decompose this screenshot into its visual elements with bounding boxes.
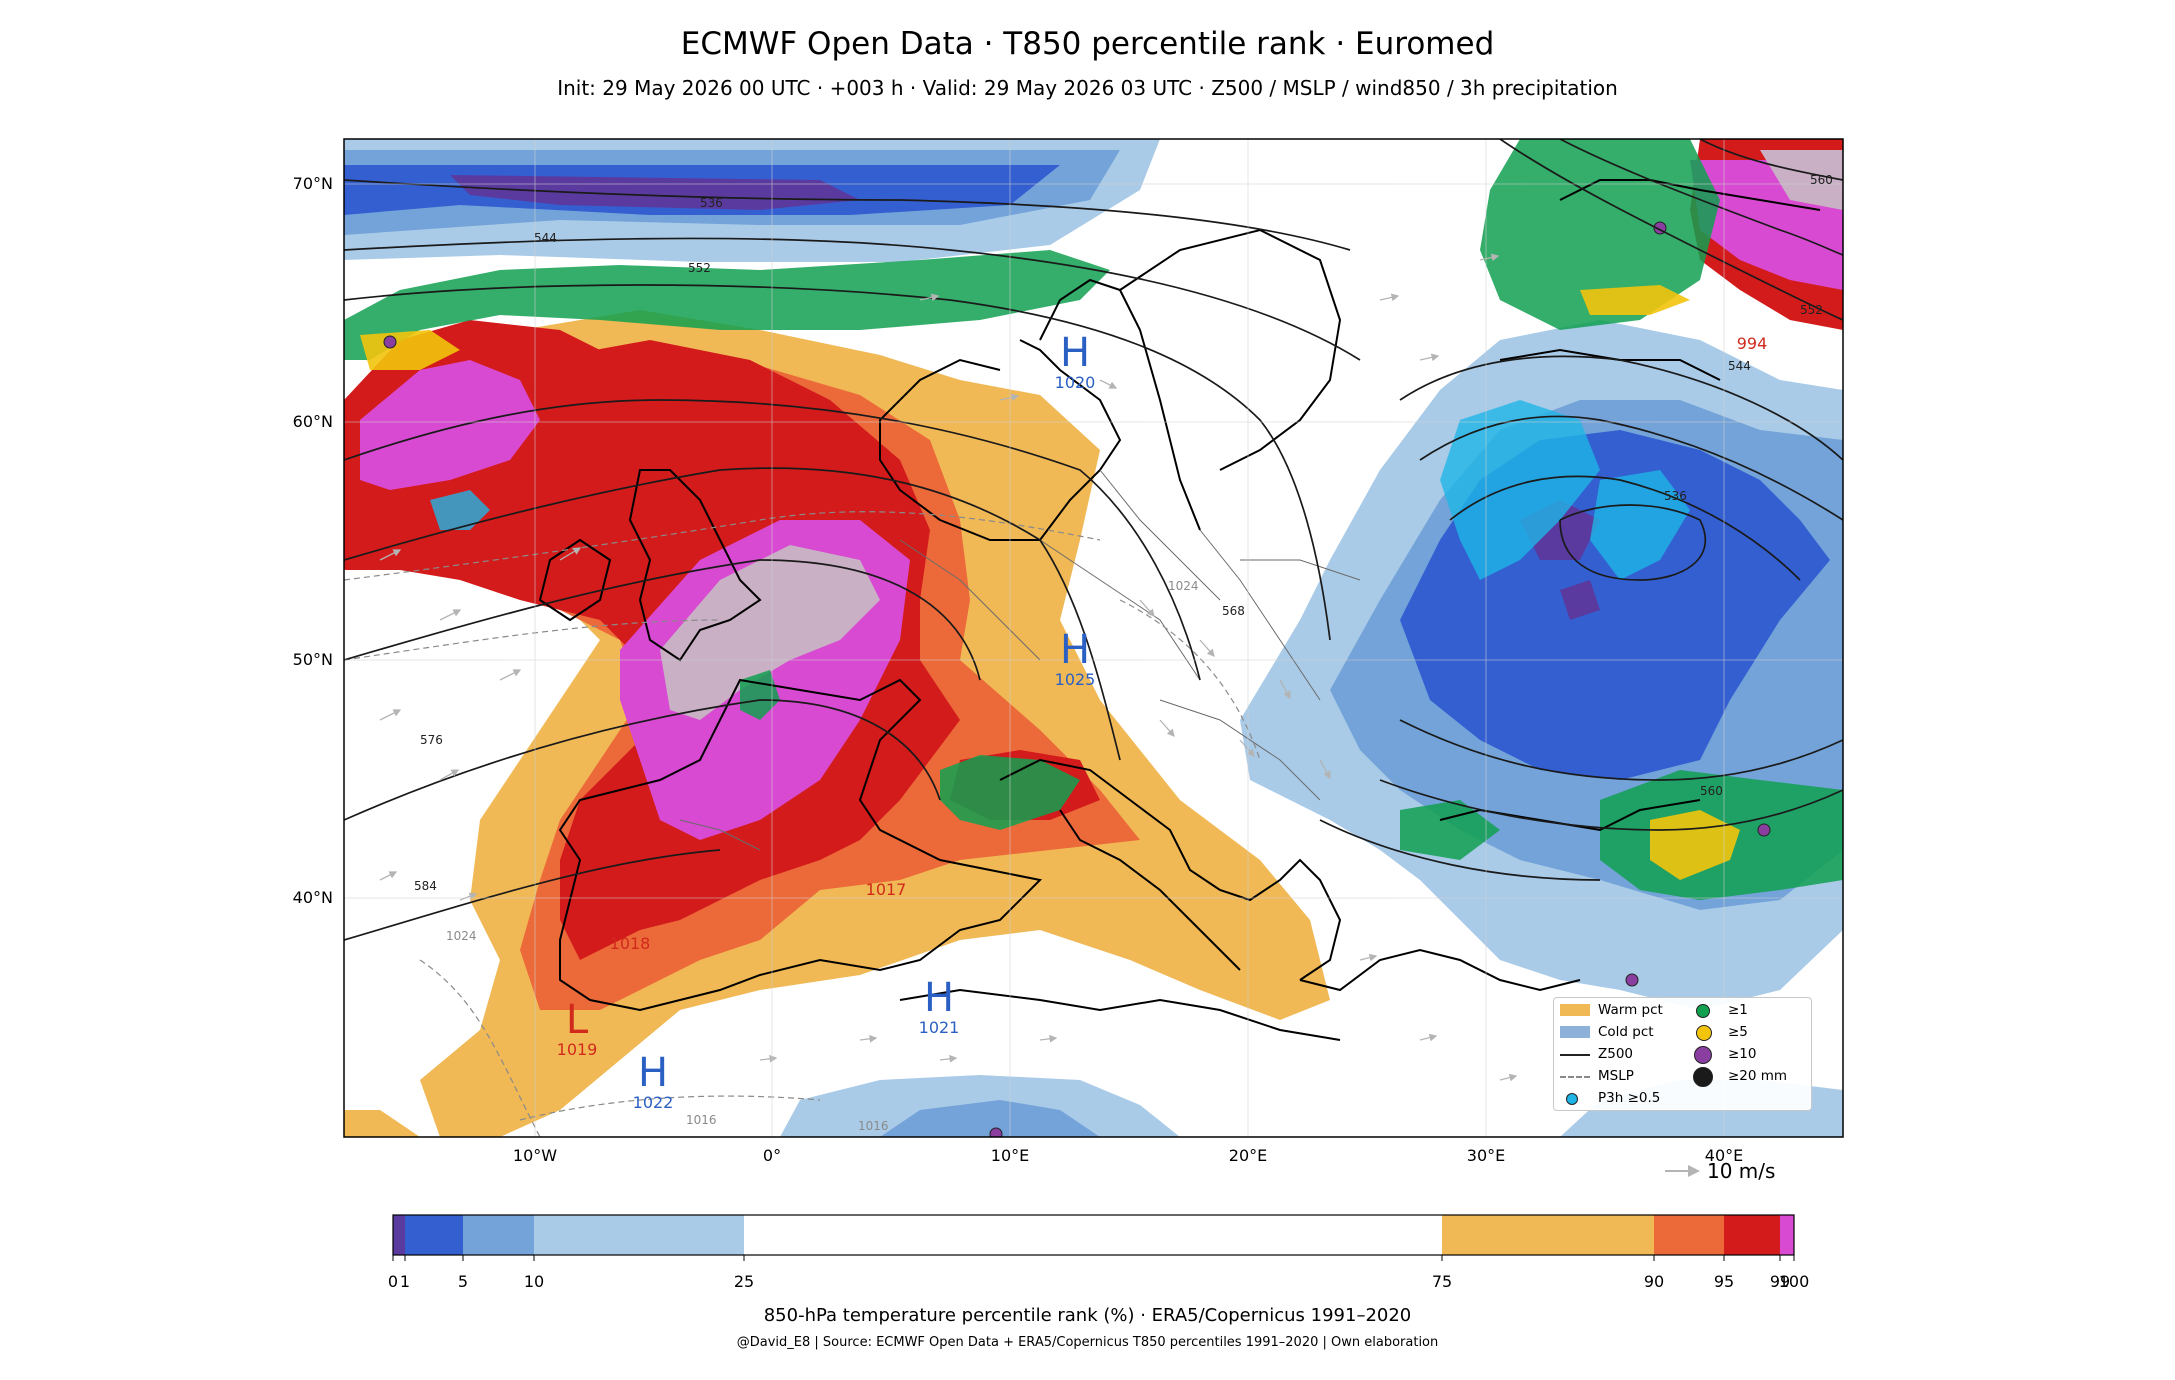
legend-line bbox=[1560, 1054, 1590, 1056]
colorbar-bin bbox=[393, 1215, 405, 1255]
z500-label: 568 bbox=[1222, 604, 1245, 618]
colorbar-tick-label: 99 bbox=[1769, 1272, 1791, 1291]
cold-anomaly-north-atlantic bbox=[344, 139, 1160, 262]
credit-line: @David_E8 | Source: ECMWF Open Data + ER… bbox=[736, 1335, 1439, 1350]
legend-dot bbox=[1696, 1025, 1712, 1041]
pressure-system: H 1022 bbox=[632, 1050, 674, 1112]
colorbar-bin bbox=[744, 1215, 1442, 1255]
lat-tick: 40°N bbox=[292, 888, 333, 907]
colorbar-bin bbox=[463, 1215, 534, 1255]
colorbar-bin bbox=[1654, 1215, 1724, 1255]
coastlines bbox=[538, 179, 1821, 1041]
colorbar-tick-label: 100 bbox=[1778, 1272, 1810, 1291]
chart-subtitle: Init: 29 May 2026 00 UTC · +003 h · Vali… bbox=[557, 76, 1618, 100]
mslp-label: 1024 bbox=[1168, 579, 1199, 593]
pressure-system: 994 bbox=[1736, 334, 1768, 353]
map-area: 536 544 552 560 568 576 584 536 544 552 … bbox=[344, 139, 1843, 1137]
z500-label: 552 bbox=[688, 261, 711, 275]
legend-swatch bbox=[1560, 1026, 1590, 1038]
graticule bbox=[344, 139, 1843, 1137]
colorbar-label: 850-hPa temperature percentile rank (%) … bbox=[763, 1305, 1412, 1326]
colorbar-frame bbox=[392, 1214, 1795, 1256]
z500-label: 536 bbox=[700, 196, 723, 210]
colorbar-tick-label: 95 bbox=[1713, 1272, 1735, 1291]
z500-label: 544 bbox=[1728, 359, 1751, 373]
colorbar-bin bbox=[534, 1215, 744, 1255]
colorbar-tick-label: 5 bbox=[457, 1272, 469, 1291]
z500-contours bbox=[344, 139, 1843, 941]
mslp-contour-labels: 1024 1016 1016 1024 bbox=[446, 579, 1199, 1133]
lat-tick: 70°N bbox=[292, 174, 333, 193]
colorbar-tick-label: 25 bbox=[733, 1272, 755, 1291]
colorbar-tick-label: 1 bbox=[399, 1272, 411, 1291]
legend-dot bbox=[1693, 1067, 1713, 1087]
pressure-system: 1017 bbox=[865, 880, 907, 899]
precipitation-dots bbox=[344, 139, 1843, 1137]
country-borders bbox=[679, 469, 1361, 851]
map-legend: Warm pct Cold pct Z500 MSLP P3h ≥0.5 ≥1 … bbox=[1553, 997, 1812, 1111]
lon-tick: 10°E bbox=[990, 1146, 1030, 1165]
pressure-system: 1018 bbox=[609, 934, 651, 953]
lon-tick: 40°E bbox=[1704, 1146, 1744, 1165]
colorbar-bin bbox=[1724, 1215, 1780, 1255]
mslp-label: 1016 bbox=[858, 1119, 889, 1133]
legend-dot bbox=[1566, 1093, 1578, 1105]
z500-label: 584 bbox=[414, 879, 437, 893]
colorbar-bin bbox=[1780, 1215, 1794, 1255]
legend-swatch bbox=[1560, 1004, 1590, 1016]
chart-title: ECMWF Open Data · T850 percentile rank ·… bbox=[680, 26, 1495, 62]
legend-dot bbox=[1694, 1046, 1712, 1064]
lat-tick: 50°N bbox=[292, 650, 333, 669]
wind-reference-label: 10 m/s bbox=[1707, 1159, 1776, 1183]
z500-contour-labels: 536 544 552 560 568 576 584 536 544 552 … bbox=[414, 173, 1833, 893]
lon-tick: 30°E bbox=[1466, 1146, 1506, 1165]
legend-dot bbox=[1696, 1004, 1710, 1018]
colorbar-tick-label: 0 bbox=[387, 1272, 399, 1291]
wind-vectors bbox=[379, 253, 1518, 1082]
lon-tick: 0° bbox=[762, 1146, 782, 1165]
colorbar-tick-label: 90 bbox=[1643, 1272, 1665, 1291]
z500-label: 560 bbox=[1810, 173, 1833, 187]
warm-anomaly-western-europe bbox=[344, 139, 1843, 1137]
z500-label: 536 bbox=[1664, 489, 1687, 503]
mslp-label: 1016 bbox=[686, 1113, 717, 1127]
pressure-system: H 1021 bbox=[918, 975, 960, 1037]
pressure-system: H 1025 bbox=[1054, 627, 1096, 689]
colorbar-bin bbox=[405, 1215, 463, 1255]
z500-label: 552 bbox=[1800, 303, 1823, 317]
z500-label: 544 bbox=[534, 231, 557, 245]
lat-tick: 60°N bbox=[292, 412, 333, 431]
lon-tick: 20°E bbox=[1228, 1146, 1268, 1165]
mslp-label: 1024 bbox=[446, 929, 477, 943]
z500-label: 560 bbox=[1700, 784, 1723, 798]
z500-label: 576 bbox=[420, 733, 443, 747]
map-frame bbox=[343, 138, 1844, 1138]
colorbar-bin bbox=[1442, 1215, 1654, 1255]
legend-dash bbox=[1560, 1076, 1590, 1078]
pressure-system: H 1020 bbox=[1054, 330, 1096, 392]
colorbar-tick-label: 75 bbox=[1431, 1272, 1453, 1291]
colorbar bbox=[392, 1214, 1795, 1261]
pressure-system: L 1019 bbox=[556, 997, 598, 1059]
lon-tick: 10°W bbox=[512, 1146, 558, 1165]
colorbar-tick-label: 10 bbox=[523, 1272, 545, 1291]
